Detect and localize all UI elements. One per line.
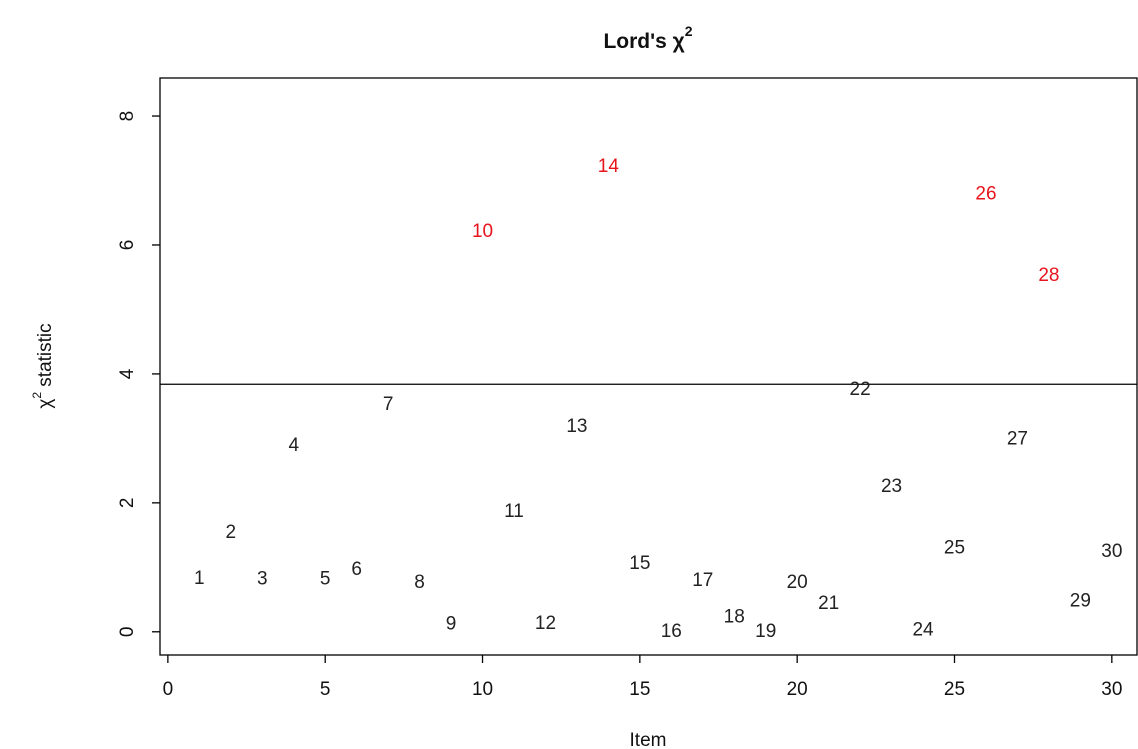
title-superscript: 2 [685, 23, 693, 39]
y-tick-label: 6 [117, 240, 138, 251]
y-tick-label: 8 [117, 111, 138, 122]
chart-title: Lord's χ2 [603, 23, 692, 53]
point-label: 12 [535, 613, 556, 634]
point-label: 25 [944, 538, 965, 559]
point-label: 9 [446, 614, 457, 635]
point-label: 10 [472, 221, 493, 242]
point-label: 16 [661, 621, 682, 642]
point-label: 19 [755, 621, 776, 642]
x-axis-label: Item [630, 730, 667, 749]
y-axis-label: χ2 statistic [30, 323, 56, 408]
x-tick-label: 25 [944, 679, 965, 700]
title-text: Lord's χ [603, 30, 684, 53]
point-label: 14 [598, 156, 620, 177]
x-tick-label: 10 [472, 679, 493, 700]
point-label: 11 [504, 501, 524, 522]
point-label: 17 [692, 570, 713, 591]
point-label: 26 [975, 184, 996, 205]
y-tick-label: 0 [117, 627, 138, 638]
point-label: 6 [351, 559, 362, 580]
point-label: 22 [850, 379, 871, 400]
point-label: 2 [226, 522, 237, 543]
point-label: 23 [881, 476, 902, 497]
ylabel-rest: statistic [35, 323, 56, 392]
chart: Lord's χ2 Item χ2 statistic 051015202530… [0, 0, 1138, 749]
point-label: 24 [912, 620, 934, 641]
point-label: 21 [818, 593, 839, 614]
ylabel-text: χ [35, 399, 56, 409]
x-tick-label: 15 [629, 679, 650, 700]
point-label: 5 [320, 569, 331, 590]
point-label: 30 [1101, 541, 1122, 562]
point-label: 4 [288, 435, 299, 456]
point-label: 20 [787, 572, 808, 593]
y-tick-label: 2 [117, 498, 138, 509]
point-label: 13 [566, 416, 587, 437]
point-label: 1 [194, 568, 205, 589]
point-label: 3 [257, 569, 268, 590]
point-label: 29 [1070, 591, 1091, 612]
x-tick-label: 0 [163, 679, 174, 700]
point-label: 7 [383, 394, 394, 415]
point-label: 15 [629, 553, 650, 574]
point-label: 8 [414, 572, 425, 593]
point-label: 28 [1038, 265, 1059, 286]
point-label: 27 [1007, 429, 1028, 450]
point-label: 18 [724, 607, 745, 628]
y-tick-label: 4 [117, 368, 138, 379]
x-tick-label: 5 [320, 679, 331, 700]
x-tick-label: 20 [787, 679, 808, 700]
x-tick-label: 30 [1101, 679, 1122, 700]
